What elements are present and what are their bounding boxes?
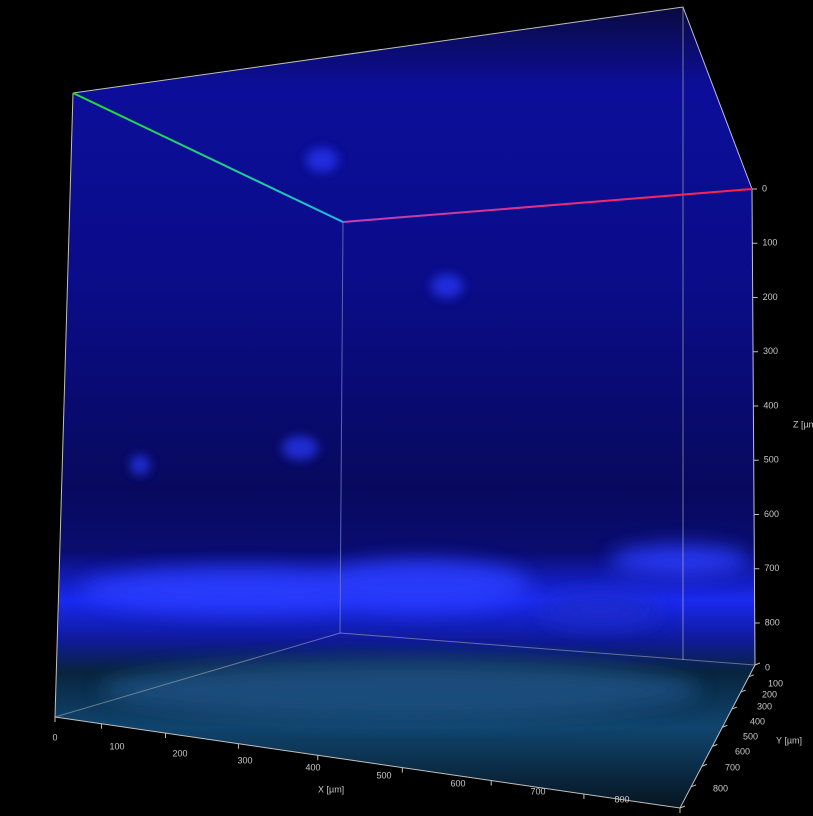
y-tick: [740, 689, 746, 693]
z-tick-label: 700: [764, 563, 779, 573]
x-axis-indicator: [342, 188, 753, 223]
y-tick-label: 500: [743, 731, 758, 741]
z-tick-label: 200: [763, 292, 778, 302]
y-axis-label: Y [µm]: [776, 735, 802, 745]
x-tick-label: 0: [52, 732, 57, 742]
y-tick-label: 700: [725, 762, 740, 772]
x-tick-label: 100: [109, 741, 124, 751]
x-tick-label: 500: [376, 770, 391, 780]
y-tick: [748, 674, 755, 678]
y-tick-label: 600: [735, 746, 750, 756]
y-tick-label: 300: [757, 701, 772, 711]
y-tick-label: 0: [765, 662, 770, 672]
y-tick: [712, 743, 718, 747]
z-tick-label: 100: [762, 238, 777, 248]
y-tick-label: 400: [750, 716, 765, 726]
volume: [55, 7, 755, 808]
y-axis-indicator: [72, 92, 344, 223]
z-tick-label: 800: [765, 617, 780, 627]
y-tick-label: 100: [768, 678, 783, 688]
bounding-box: [54, 6, 756, 809]
y-tick: [754, 662, 761, 666]
y-tick: [722, 724, 728, 728]
z-tick-label: 400: [763, 400, 778, 410]
y-tick: [679, 805, 686, 809]
z-tick-label: 0: [762, 183, 767, 193]
x-tick-label: 200: [172, 748, 187, 758]
y-tick-label: 800: [713, 783, 728, 793]
y-tick: [731, 706, 738, 710]
x-tick-label: 800: [614, 794, 629, 804]
y-tick-label: 200: [762, 689, 777, 699]
x-tick-label: 400: [305, 762, 320, 772]
z-tick-label: 500: [764, 455, 779, 465]
y-tick: [690, 784, 697, 788]
x-tick-label: 600: [450, 778, 465, 788]
x-tick-label: 700: [530, 786, 545, 796]
y-tick: [701, 763, 708, 767]
z-tick-label: 600: [764, 509, 779, 519]
x-axis-label: X [µm]: [318, 784, 344, 794]
x-tick-label: 300: [237, 755, 252, 765]
z-axis-label: Z [µm: [793, 419, 813, 429]
z-tick-label: 300: [763, 346, 778, 356]
